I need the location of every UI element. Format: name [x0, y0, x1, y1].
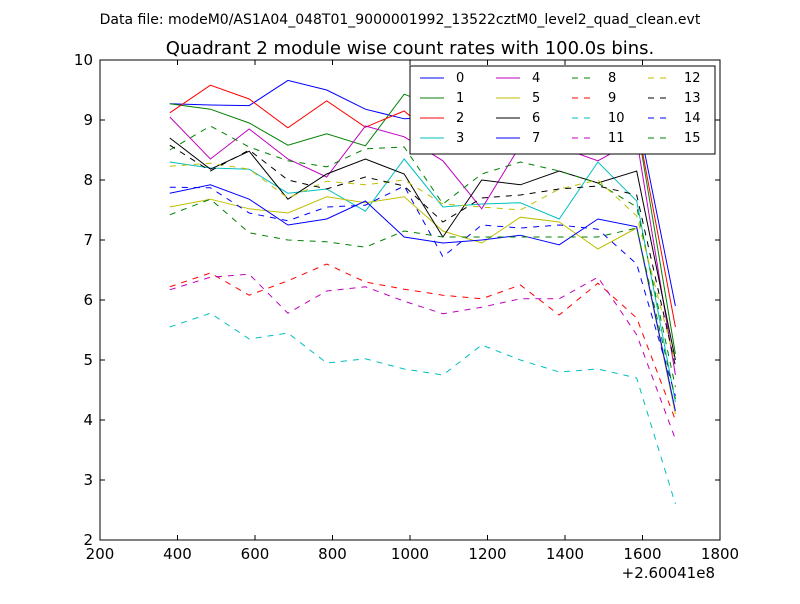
- x-offset-label: +2.60041e8: [622, 564, 715, 582]
- chart-title: Quadrant 2 module wise count rates with …: [166, 38, 655, 59]
- x-tick-label: 600: [241, 545, 270, 563]
- legend-label-7: 7: [532, 131, 540, 146]
- legend-label-11: 11: [608, 131, 625, 146]
- series-line-15: [169, 198, 676, 400]
- legend-label-15: 15: [684, 131, 701, 146]
- y-tick-label: 6: [83, 291, 93, 309]
- legend-label-5: 5: [532, 91, 540, 106]
- legend-label-12: 12: [684, 71, 701, 86]
- x-tick-label: 800: [318, 545, 347, 563]
- x-tick-label: 1600: [623, 545, 661, 563]
- series-line-10: [169, 312, 676, 505]
- series-line-12: [169, 162, 676, 364]
- legend-label-13: 13: [684, 91, 701, 106]
- x-tick-label: 1400: [546, 545, 584, 563]
- legend-label-2: 2: [456, 111, 464, 126]
- y-tick-label: 10: [74, 51, 93, 69]
- x-tick-label: 200: [86, 545, 115, 563]
- legend-label-6: 6: [532, 111, 540, 126]
- x-tick-label: 1000: [391, 545, 429, 563]
- y-tick-label: 7: [83, 231, 93, 249]
- figure-suptitle: Data file: modeM0/AS1A04_048T01_90000019…: [100, 12, 701, 28]
- y-tick-label: 8: [83, 171, 93, 189]
- x-tick-label: 400: [163, 545, 192, 563]
- series-line-6: [169, 137, 676, 361]
- series-line-14: [169, 185, 676, 397]
- legend-label-10: 10: [608, 111, 625, 126]
- legend-label-4: 4: [532, 71, 540, 86]
- legend-box: [409, 65, 716, 155]
- legend-label-14: 14: [684, 111, 701, 126]
- axes-layer: 200 400 600 800 1000 1200 1400 1600 1800 2 3 4 5 6 7 8 9…: [74, 51, 739, 563]
- legend-label-0: 0: [456, 71, 464, 86]
- series-line-7: [169, 184, 676, 412]
- series-line-11: [169, 273, 676, 440]
- x-tick-label: 1800: [701, 545, 739, 563]
- series-line-13: [169, 144, 676, 367]
- series-line-3: [169, 158, 676, 403]
- y-tick-label: 5: [83, 351, 93, 369]
- y-tick-label: 2: [83, 531, 93, 549]
- legend-label-1: 1: [456, 91, 464, 106]
- x-tick-label: 1200: [468, 545, 506, 563]
- y-tick-label: 3: [83, 471, 93, 489]
- legend-label-3: 3: [456, 131, 464, 146]
- legend-label-9: 9: [608, 91, 616, 106]
- legend-label-8: 8: [608, 71, 616, 86]
- y-tick-label: 4: [83, 411, 93, 429]
- series-line-5: [169, 196, 676, 415]
- series-line-8: [169, 125, 676, 388]
- series-line-9: [169, 263, 676, 421]
- y-tick-label: 9: [83, 111, 93, 129]
